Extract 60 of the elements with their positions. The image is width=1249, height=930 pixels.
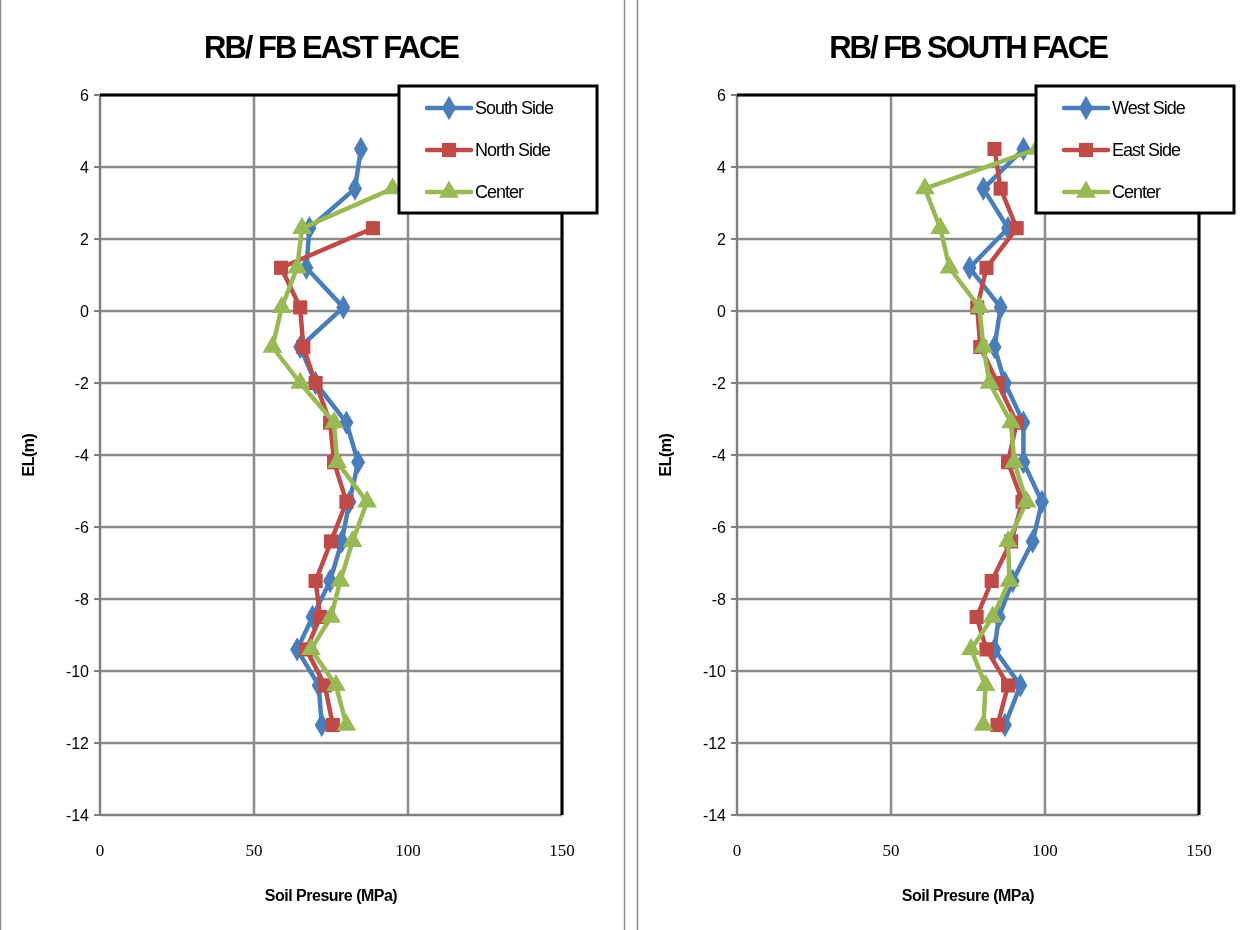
y-tick-label: -6 [711, 518, 727, 536]
x-tick-label: 100 [395, 841, 421, 860]
y-tick-label: -12 [65, 734, 90, 752]
x-tick-label: 0 [95, 841, 105, 860]
point [274, 260, 289, 275]
point [365, 221, 380, 236]
point [987, 141, 1002, 157]
legend-label: East Side [1112, 140, 1182, 161]
y-tick-label: 6 [80, 86, 90, 104]
point [296, 339, 311, 355]
y-tick-label: 4 [717, 158, 727, 176]
point [984, 573, 999, 589]
point [990, 717, 1005, 733]
chart-title: RB/ FB EAST FACE [204, 30, 460, 65]
point [308, 573, 323, 589]
point [339, 494, 354, 509]
y-tick-label: -2 [711, 374, 727, 392]
y-tick-label: -4 [711, 446, 727, 464]
y-tick-label: -10 [702, 662, 727, 680]
y-axis-title: EL(m) [657, 433, 674, 477]
legend-label: West Side [1112, 98, 1186, 119]
point [308, 375, 323, 391]
y-tick-label: -4 [74, 446, 90, 464]
y-tick-label: -10 [65, 662, 90, 680]
x-axis-title: Soil Presure (MPa) [264, 887, 398, 904]
y-axis-title: EL(m) [20, 433, 37, 477]
y-tick-label: -8 [74, 590, 90, 608]
x-tick-label: 50 [245, 841, 263, 860]
point [969, 609, 984, 625]
point [293, 300, 308, 315]
y-tick-label: 0 [717, 302, 727, 320]
point [1009, 221, 1024, 236]
y-tick-label: 2 [80, 230, 90, 248]
x-tick-label: 0 [732, 841, 742, 860]
chart-title: RB/ FB SOUTH FACE [829, 30, 1109, 65]
y-tick-label: -6 [74, 518, 90, 536]
legend-label: South Side [475, 98, 555, 119]
point [325, 717, 340, 733]
x-tick-label: 50 [882, 841, 900, 860]
x-tick-label: 150 [549, 841, 575, 860]
y-tick-label: -14 [65, 806, 90, 824]
y-tick-label: -2 [74, 374, 90, 392]
y-tick-label: -8 [711, 590, 727, 608]
x-tick-label: 150 [1186, 841, 1212, 860]
point [979, 260, 994, 275]
y-tick-label: 0 [80, 302, 90, 320]
legend-label: North Side [475, 140, 552, 161]
legend-label: Center [1112, 182, 1162, 203]
y-tick-label: 6 [717, 86, 727, 104]
legend-label: Center [475, 182, 525, 203]
point [323, 534, 339, 549]
y-tick-label: -14 [702, 806, 727, 824]
x-axis-title: Soil Presure (MPa) [901, 887, 1035, 904]
point [1000, 678, 1016, 693]
y-tick-label: 2 [717, 230, 727, 248]
point [993, 181, 1008, 196]
y-tick-label: -12 [702, 734, 727, 752]
point [979, 642, 994, 657]
y-tick-label: 4 [80, 158, 90, 176]
x-tick-label: 100 [1032, 841, 1058, 860]
